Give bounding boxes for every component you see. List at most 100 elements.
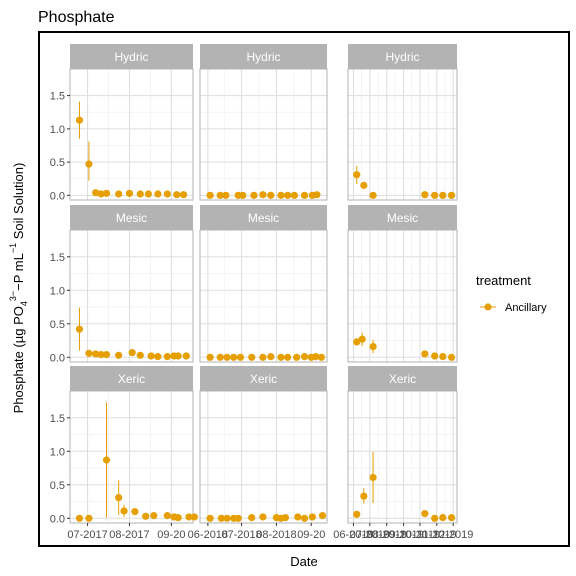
legend-label-ancillary: Ancillary bbox=[505, 302, 547, 314]
panel-background bbox=[200, 391, 327, 523]
data-point bbox=[185, 513, 193, 521]
legend-key-point bbox=[484, 303, 492, 311]
data-point bbox=[369, 191, 377, 199]
data-point bbox=[369, 342, 377, 351]
x-tick-label: 09-2019 bbox=[383, 529, 423, 541]
data-point bbox=[150, 512, 158, 520]
data-point bbox=[284, 353, 292, 361]
data-point bbox=[222, 191, 230, 199]
data-point bbox=[136, 190, 144, 198]
data-point bbox=[128, 349, 136, 357]
data-point bbox=[144, 190, 152, 198]
x-tick-label: 07-2019 bbox=[350, 529, 390, 541]
data-point bbox=[447, 353, 456, 361]
y-tick-label: 1.5 bbox=[50, 252, 65, 264]
facet-strip bbox=[348, 366, 457, 391]
panel-background bbox=[200, 230, 327, 362]
legend-title: treatment bbox=[476, 273, 531, 288]
y-tick-label: 0.5 bbox=[50, 157, 65, 169]
legend: treatment Ancillary bbox=[476, 273, 547, 314]
data-point bbox=[75, 116, 84, 124]
y-axis-title-superscript: 3− bbox=[8, 291, 18, 301]
y-tick-label: 1.0 bbox=[50, 124, 65, 136]
data-point bbox=[281, 514, 290, 522]
x-axis-title: Date bbox=[290, 554, 317, 569]
x-tick-label: 12-2019 bbox=[433, 529, 473, 541]
data-point bbox=[293, 353, 301, 361]
data-point bbox=[102, 351, 111, 359]
panel-background bbox=[70, 230, 193, 362]
panel-background bbox=[200, 69, 327, 200]
y-tick-label: 0.0 bbox=[50, 190, 65, 202]
plot-border bbox=[38, 31, 570, 547]
facet-panel-r0c2: Hydric bbox=[347, 44, 458, 201]
facet-strip bbox=[348, 205, 457, 230]
data-point bbox=[174, 514, 182, 522]
data-point bbox=[216, 191, 224, 199]
facet-strip-label: Xeric bbox=[250, 372, 277, 386]
facet-strip-label: Hydric bbox=[114, 50, 148, 64]
y-axis-title-middle: −P mL bbox=[11, 253, 26, 291]
data-point bbox=[154, 353, 162, 361]
data-point bbox=[300, 514, 309, 522]
y-tick-label: 1.5 bbox=[50, 413, 65, 425]
data-point bbox=[447, 191, 456, 199]
chart-title: Phosphate bbox=[38, 9, 115, 26]
x-tick-label: 09-20 bbox=[297, 529, 325, 541]
data-point bbox=[234, 514, 242, 522]
data-point bbox=[431, 514, 439, 522]
data-point bbox=[239, 191, 247, 199]
x-tick-label: 07-2017 bbox=[67, 529, 107, 541]
data-point bbox=[439, 191, 447, 199]
data-point bbox=[163, 190, 171, 198]
data-point bbox=[115, 493, 123, 502]
facet-panel-r0c1: Hydric bbox=[199, 44, 328, 201]
data-point bbox=[421, 191, 429, 199]
data-point bbox=[353, 338, 361, 346]
data-point bbox=[358, 335, 366, 343]
data-point bbox=[313, 191, 321, 199]
data-point bbox=[154, 190, 162, 198]
data-point bbox=[206, 514, 214, 522]
data-point bbox=[223, 514, 231, 522]
data-point bbox=[447, 514, 456, 522]
facet-panels: Hydric 0.0 0.5 1.0 1.5 Hydric Hydric Mesic 0.0 0.… bbox=[50, 44, 473, 541]
data-point bbox=[85, 514, 93, 522]
data-point bbox=[290, 191, 299, 199]
data-point bbox=[300, 353, 309, 361]
x-tick-label: 07-2018 bbox=[221, 529, 261, 541]
facet-strip-label: Mesic bbox=[248, 211, 279, 225]
data-point bbox=[236, 353, 245, 361]
data-point bbox=[217, 514, 225, 522]
y-tick-label: 1.5 bbox=[50, 91, 65, 103]
data-point bbox=[230, 353, 238, 361]
data-point bbox=[267, 353, 275, 361]
facet-strip bbox=[200, 44, 327, 69]
data-point bbox=[421, 350, 429, 358]
y-axis-title-superscript-2: −1 bbox=[8, 243, 18, 253]
data-point bbox=[439, 514, 447, 522]
data-point bbox=[102, 189, 111, 197]
data-point bbox=[259, 353, 267, 361]
facet-strip-label: Xeric bbox=[118, 372, 145, 386]
facet-strip bbox=[348, 44, 457, 69]
data-point bbox=[147, 352, 155, 360]
data-point bbox=[360, 181, 368, 189]
y-tick-label: 1.0 bbox=[50, 446, 65, 458]
y-tick-label: 0.0 bbox=[50, 352, 65, 364]
y-tick-label: 1.0 bbox=[50, 285, 65, 297]
data-point bbox=[216, 353, 224, 361]
data-point bbox=[75, 514, 84, 522]
data-point bbox=[431, 352, 439, 360]
data-point bbox=[439, 353, 447, 361]
data-point bbox=[97, 351, 105, 359]
data-point bbox=[259, 191, 267, 199]
facet-strip bbox=[200, 205, 327, 230]
facet-panel-r1c0: Mesic 0.0 0.5 1.0 1.5 bbox=[50, 205, 194, 364]
data-point bbox=[353, 510, 361, 518]
facet-panel-r1c1: Mesic bbox=[199, 205, 328, 363]
data-point bbox=[179, 191, 188, 199]
